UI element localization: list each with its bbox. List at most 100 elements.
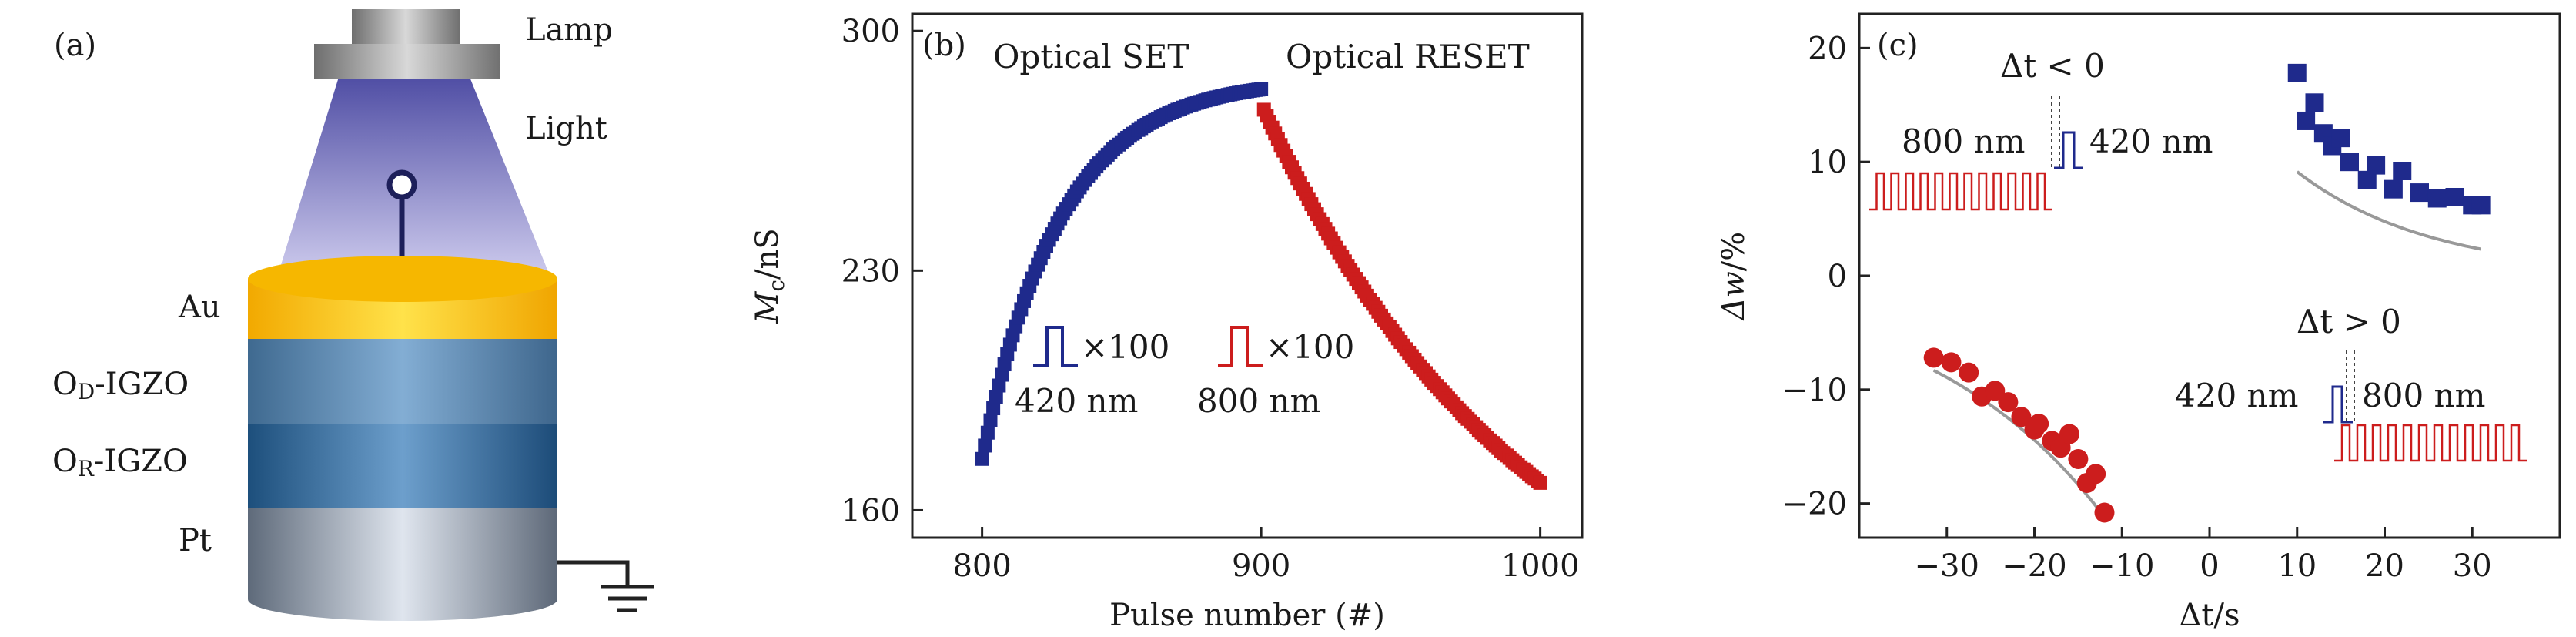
probe-tip-icon — [386, 169, 417, 200]
data-point — [2029, 414, 2049, 434]
pos-right-wavelength: 800 nm — [2362, 377, 2485, 414]
panel-c: (c) −30 −20 −10 0 10 20 30 −20 −10 0 10 20 Δt < 0 8… — [1716, 12, 2561, 633]
x-tick-label: 30 — [2453, 548, 2492, 584]
pos-blue-pulse-icon — [2323, 385, 2353, 424]
data-point — [2427, 189, 2447, 208]
plot-b-points — [975, 82, 1547, 490]
data-point — [2094, 502, 2115, 523]
plot-c-frame — [1858, 12, 2561, 539]
data-point — [1985, 381, 2006, 401]
layer-label-or-igzo: OR-IGZO — [52, 444, 188, 481]
reset-pulse-icon — [1218, 326, 1263, 367]
panel-a-label: (a) — [54, 28, 96, 63]
neg-blue-pulse-icon — [2054, 131, 2083, 169]
reset-wavelength: 800 nm — [1197, 382, 1320, 420]
data-point — [2068, 449, 2089, 469]
panel-a: (a) Lamp Light Au OD-IGZO OR-IGZO Pt — [52, 9, 654, 621]
au-top-surface — [248, 256, 557, 302]
layer-label-od-igzo: OD-IGZO — [52, 367, 189, 404]
y-tick-label: 0 — [1828, 259, 1847, 294]
data-point — [1959, 362, 1979, 383]
data-point — [980, 425, 995, 440]
pos-condition-label: Δt > 0 — [2297, 303, 2401, 340]
data-point — [1533, 475, 1547, 490]
data-point — [992, 378, 1006, 393]
x-tick-label: 800 — [952, 548, 1011, 584]
pos-left-wavelength: 420 nm — [2175, 377, 2298, 414]
y-tick-label: 10 — [1808, 145, 1847, 180]
y-tick-label: 20 — [1808, 31, 1847, 66]
od-igzo-layer — [248, 339, 557, 424]
neg-right-wavelength: 420 nm — [2089, 122, 2213, 160]
data-point — [1998, 392, 2019, 413]
x-tick-label: −30 — [1915, 548, 1979, 584]
data-point — [978, 438, 992, 453]
data-point — [2384, 179, 2403, 199]
y-tick-label: 230 — [841, 253, 900, 289]
data-point — [2011, 407, 2032, 427]
plot-c-ticks: −30 −20 −10 0 10 20 30 −20 −10 0 10 20 — [1782, 31, 2492, 584]
y-tick-label: 300 — [841, 14, 900, 49]
reset-pulse-count: ×100 — [1266, 328, 1354, 366]
plot-b-ticks: 800 900 1000 160 230 300 — [841, 14, 1580, 584]
pt-layer-bottom — [248, 578, 557, 621]
y-tick-label: 160 — [841, 493, 900, 528]
data-point — [2410, 183, 2429, 203]
panel-b-label: (b) — [922, 28, 966, 63]
reset-label: Optical RESET — [1286, 38, 1530, 75]
neg-left-wavelength: 800 nm — [1902, 122, 2025, 160]
set-label: Optical SET — [993, 38, 1189, 75]
set-pulse-icon — [1033, 326, 1078, 367]
data-point — [2367, 156, 2386, 175]
data-point — [975, 451, 989, 466]
plot-c-points — [1923, 63, 2491, 523]
x-tick-label: 10 — [2277, 548, 2317, 584]
data-point — [986, 401, 1001, 416]
ground-wire — [557, 560, 630, 585]
plot-c-ylabel: Δw/% — [1716, 232, 1751, 322]
neg-red-pulse-train-icon — [1869, 172, 2052, 211]
lamp-body — [314, 44, 500, 79]
data-point — [2331, 129, 2350, 148]
data-point — [2305, 93, 2324, 112]
plot-c-fits — [1932, 170, 2481, 518]
x-tick-label: 1000 — [1501, 548, 1580, 584]
data-point — [2287, 63, 2307, 82]
plot-b-xlabel: Pulse number (#) — [1109, 598, 1385, 633]
light-label: Light — [525, 111, 607, 146]
set-wavelength: 420 nm — [1015, 382, 1138, 420]
or-igzo-layer — [248, 424, 557, 508]
pos-red-pulse-train-icon — [2334, 424, 2527, 462]
x-tick-label: −10 — [2089, 548, 2154, 584]
data-point — [1923, 347, 1944, 368]
plot-b-frame — [911, 12, 1584, 539]
data-point — [2297, 111, 2316, 130]
set-pulse-count: ×100 — [1081, 328, 1169, 366]
panel-b: (b) 800 900 1000 160 230 300 Optical SET Opti… — [750, 12, 1584, 633]
data-point — [2340, 153, 2359, 172]
layer-label-pt: Pt — [179, 523, 212, 558]
data-point — [1941, 352, 1962, 373]
data-point — [989, 390, 1003, 404]
data-point — [2445, 188, 2464, 206]
fit-curve — [1932, 369, 2106, 518]
y-tick-label: −20 — [1782, 487, 1847, 522]
data-point — [2471, 196, 2491, 215]
neg-condition-label: Δt < 0 — [2000, 47, 2105, 85]
y-tick-label: −10 — [1782, 373, 1847, 408]
plot-b-ylabel: Mc/nS — [750, 228, 789, 324]
x-tick-label: −20 — [2002, 548, 2066, 584]
data-point — [983, 413, 998, 427]
data-point — [2059, 424, 2079, 444]
data-point — [1254, 82, 1269, 96]
data-point — [2086, 464, 2106, 484]
layer-label-au: Au — [178, 290, 221, 325]
lamp-label: Lamp — [525, 12, 613, 48]
data-point — [2393, 162, 2412, 180]
fit-curve — [2296, 170, 2481, 251]
lamp-top — [352, 9, 460, 44]
x-tick-label: 20 — [2365, 548, 2404, 584]
x-tick-label: 0 — [2200, 548, 2219, 584]
x-tick-label: 900 — [1232, 548, 1290, 584]
plot-c-xlabel: Δt/s — [2180, 598, 2240, 633]
